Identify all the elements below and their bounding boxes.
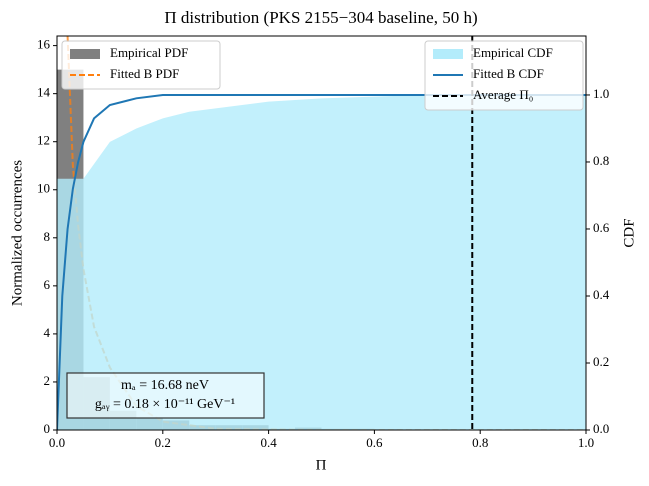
x-tick-label: 1.0 (578, 435, 594, 450)
plot-frame (56, 35, 587, 431)
y-tick-label: 14 (37, 85, 51, 100)
y-tick-label: 0 (44, 421, 51, 436)
y2-tick-label: 0.2 (593, 354, 609, 369)
chart-title: Π distribution (PKS 2155−304 baseline, 5… (164, 8, 477, 27)
legend-swatch (70, 49, 100, 59)
area (57, 94, 586, 430)
y-tick-label: 10 (37, 181, 50, 196)
legend-box (424, 40, 584, 111)
legend-label: Average Π₀ (473, 87, 533, 102)
legend-swatch (433, 49, 463, 59)
y2-tick-label: 0.6 (593, 220, 610, 235)
x-tick-label: 0.6 (366, 435, 383, 450)
legend-label: Fitted B CDF (473, 66, 544, 81)
legend-label: Fitted B PDF (110, 66, 179, 81)
x-tick-label: 0.2 (155, 435, 171, 450)
y-tick-label: 12 (37, 133, 50, 148)
x-tick-label: 0.4 (260, 435, 277, 450)
y2-axis-label: CDF (621, 218, 637, 247)
y-tick-label: 16 (37, 37, 51, 52)
legend-label: Empirical CDF (473, 45, 553, 60)
y-tick-label: 2 (44, 373, 51, 388)
y2-tick-label: 1.0 (593, 86, 609, 101)
x-tick-label: 0.8 (472, 435, 488, 450)
annotation-text: gₐᵧ = 0.18 × 10⁻¹¹ GeV⁻¹ (95, 397, 235, 412)
annotation-box (66, 372, 265, 419)
line (57, 93, 586, 430)
y-tick-label: 6 (44, 277, 51, 292)
legend-label: Empirical PDF (110, 45, 188, 60)
y-tick-label: 4 (44, 325, 51, 340)
y2-tick-label: 0.8 (593, 153, 609, 168)
y2-tick-label: 0.4 (593, 287, 610, 302)
annotation-text: mₐ = 16.68 neV (121, 378, 209, 393)
x-axis-label: Π (316, 457, 327, 473)
y-axis-label: Normalized occurrences (9, 160, 25, 306)
legend-box (61, 40, 221, 90)
x-tick-label: 0.0 (49, 435, 65, 450)
y2-tick-label: 0.0 (593, 421, 609, 436)
y-tick-label: 8 (44, 229, 51, 244)
